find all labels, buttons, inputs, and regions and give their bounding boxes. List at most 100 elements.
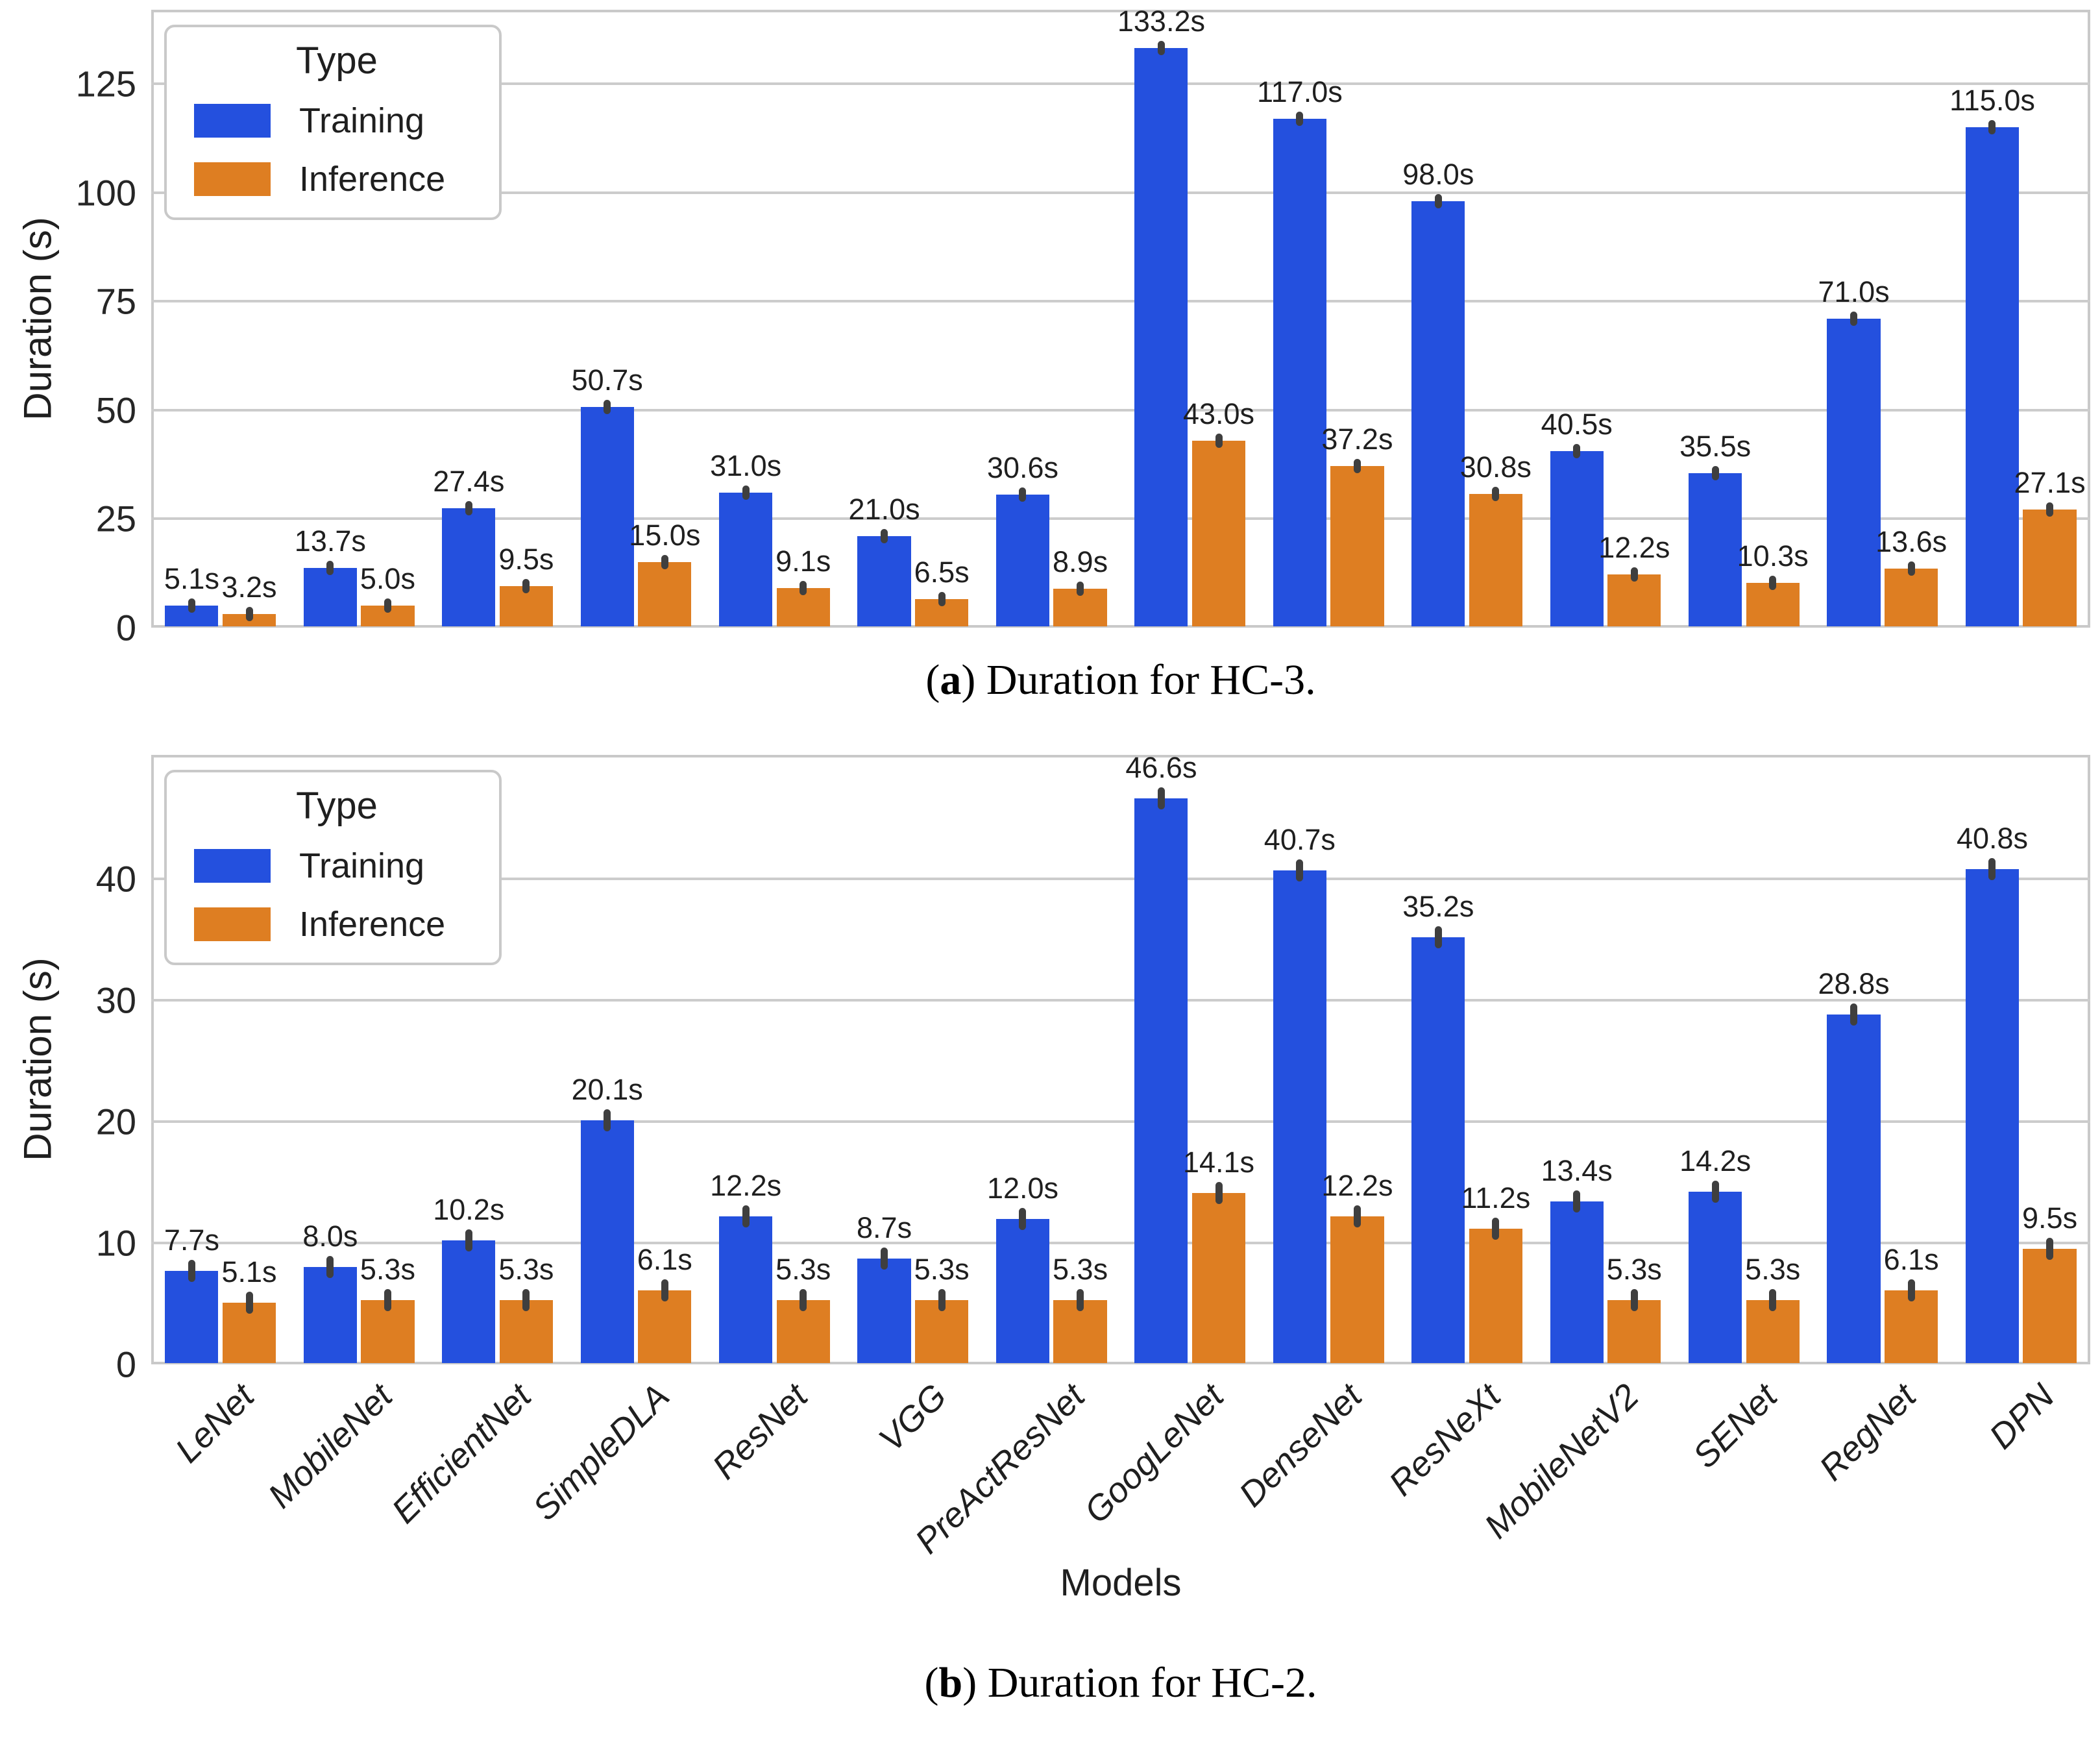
- value-label-inference-PreActResNet: 8.9s: [1053, 545, 1108, 579]
- error-bar-inference-MobileNetV2: [1630, 1288, 1638, 1311]
- training-color-swatch: [194, 104, 271, 138]
- value-label-inference-EfficientNet: 9.5s: [498, 543, 554, 576]
- legend-item-training: Training: [194, 101, 480, 141]
- caption-a-paren: (: [925, 656, 940, 704]
- value-label-training-DPN: 115.0s: [1949, 84, 2035, 117]
- value-label-training-ResNeXt: 35.2s: [1402, 889, 1474, 923]
- y-tick-a-0: 0: [116, 607, 136, 648]
- error-bar-inference-SimpleDLA: [661, 555, 668, 570]
- bar-training-LeNet: [165, 1270, 219, 1363]
- value-label-inference-DPN: 9.5s: [2022, 1201, 2078, 1235]
- bar-inference-ResNeXt: [1469, 1228, 1522, 1363]
- bar-inference-GoogLeNet: [1191, 440, 1246, 626]
- bar-inference-DenseNet: [1330, 1216, 1384, 1363]
- bar-training-GoogLeNet: [1134, 47, 1188, 626]
- bar-training-SENet: [1689, 1192, 1742, 1363]
- caption-b: (b) Duration for HC-2.: [925, 1658, 1317, 1708]
- error-bar-training-PreActResNet: [1019, 487, 1027, 502]
- gridline-b-10: [151, 1241, 2090, 1244]
- value-label-inference-SENet: 10.3s: [1737, 539, 1809, 572]
- chart-b-legend: Type Training Inference: [164, 770, 502, 965]
- y-tick-b-10: 10: [95, 1222, 136, 1264]
- y-tick-a-125: 125: [75, 63, 136, 105]
- bar-training-EfficientNet: [442, 508, 496, 626]
- error-bar-training-MobileNet: [326, 1256, 334, 1279]
- y-tick-a-25: 25: [95, 498, 136, 539]
- error-bar-inference-SimpleDLA: [661, 1279, 668, 1301]
- bar-training-MobileNet: [303, 1267, 357, 1363]
- value-label-inference-EfficientNet: 5.3s: [498, 1252, 554, 1286]
- x-tick-label-DPN: DPN: [1982, 1376, 2062, 1457]
- x-tick-label-RegNet: RegNet: [1812, 1376, 1923, 1488]
- legend-label-inference: Inference: [299, 160, 446, 199]
- bar-training-VGG: [857, 1259, 911, 1363]
- value-label-inference-LeNet: 5.1s: [221, 1255, 277, 1288]
- value-label-inference-GoogLeNet: 14.1s: [1182, 1146, 1255, 1179]
- value-label-inference-RegNet: 13.6s: [1875, 524, 1947, 558]
- value-label-inference-GoogLeNet: 43.0s: [1182, 397, 1255, 430]
- error-bar-training-SENet: [1711, 1181, 1719, 1203]
- bar-inference-SimpleDLA: [638, 562, 692, 626]
- bar-inference-RegNet: [1885, 1290, 1938, 1363]
- value-label-inference-DenseNet: 37.2s: [1321, 422, 1393, 456]
- error-bar-training-VGG: [881, 1248, 888, 1270]
- bar-training-ResNet: [719, 1216, 773, 1363]
- value-label-inference-DenseNet: 12.2s: [1321, 1168, 1393, 1202]
- error-bar-inference-LeNet: [245, 1291, 253, 1314]
- error-bar-training-SimpleDLA: [604, 1109, 611, 1132]
- bar-training-GoogLeNet: [1134, 798, 1188, 1363]
- value-label-training-SimpleDLA: 50.7s: [571, 363, 643, 397]
- value-label-inference-MobileNetV2: 12.2s: [1598, 531, 1670, 565]
- value-label-inference-MobileNet: 5.3s: [360, 1252, 415, 1286]
- error-bar-inference-MobileNetV2: [1630, 567, 1638, 582]
- bar-training-EfficientNet: [442, 1240, 496, 1363]
- value-label-training-MobileNetV2: 40.5s: [1541, 408, 1613, 441]
- value-label-inference-ResNet: 9.1s: [775, 544, 831, 578]
- x-tick-label-SimpleDLA: SimpleDLA: [525, 1376, 678, 1529]
- value-label-training-RegNet: 71.0s: [1818, 275, 1890, 308]
- value-label-inference-ResNeXt: 30.8s: [1459, 450, 1532, 484]
- error-bar-inference-MobileNet: [384, 598, 391, 613]
- value-label-training-VGG: 21.0s: [848, 493, 920, 526]
- error-bar-training-DenseNet: [1296, 859, 1304, 881]
- bar-training-PreActResNet: [995, 1218, 1050, 1363]
- y-tick-b-40: 40: [95, 858, 136, 900]
- error-bar-training-SENet: [1711, 466, 1719, 480]
- error-bar-training-DenseNet: [1296, 111, 1304, 126]
- value-label-training-DenseNet: 40.7s: [1264, 822, 1336, 856]
- value-label-inference-ResNet: 5.3s: [775, 1252, 831, 1286]
- error-bar-inference-DenseNet: [1353, 1205, 1361, 1227]
- bar-training-MobileNetV2: [1550, 451, 1604, 626]
- value-label-inference-SENet: 5.3s: [1745, 1252, 1801, 1286]
- error-bar-inference-SENet: [1769, 575, 1777, 590]
- gridline-b-40: [151, 877, 2090, 880]
- caption-a: (a) Duration for HC-3.: [925, 656, 1315, 705]
- y-tick-a-50: 50: [95, 389, 136, 431]
- y-tick-b-30: 30: [95, 979, 136, 1021]
- legend-label-training: Training: [299, 101, 425, 140]
- value-label-training-EfficientNet: 10.2s: [433, 1193, 505, 1227]
- training-color-swatch: [194, 849, 271, 883]
- gridline-a-25: [151, 517, 2090, 521]
- value-label-training-LeNet: 7.7s: [164, 1223, 219, 1257]
- error-bar-inference-MobileNet: [384, 1288, 391, 1311]
- error-bar-training-ResNet: [742, 486, 750, 500]
- error-bar-training-PreActResNet: [1019, 1207, 1027, 1230]
- error-bar-training-SimpleDLA: [604, 400, 611, 415]
- error-bar-training-MobileNet: [326, 561, 334, 576]
- error-bar-inference-VGG: [938, 592, 946, 607]
- bar-training-ResNeXt: [1411, 201, 1465, 626]
- error-bar-inference-EfficientNet: [522, 579, 530, 594]
- gridline-a-75: [151, 300, 2090, 303]
- bar-training-DenseNet: [1273, 870, 1326, 1363]
- value-label-inference-MobileNetV2: 5.3s: [1606, 1252, 1662, 1286]
- caption-a-letter: a: [940, 656, 962, 704]
- legend-title: Type: [296, 785, 378, 827]
- error-bar-training-GoogLeNet: [1157, 787, 1165, 810]
- value-label-training-PreActResNet: 12.0s: [986, 1171, 1059, 1205]
- bar-training-DPN: [1965, 868, 2020, 1363]
- error-bar-inference-ResNet: [800, 1288, 807, 1311]
- value-label-training-SENet: 14.2s: [1679, 1144, 1752, 1178]
- error-bar-inference-RegNet: [1907, 1279, 1915, 1301]
- caption-a-text: ) Duration for HC-3.: [961, 656, 1316, 704]
